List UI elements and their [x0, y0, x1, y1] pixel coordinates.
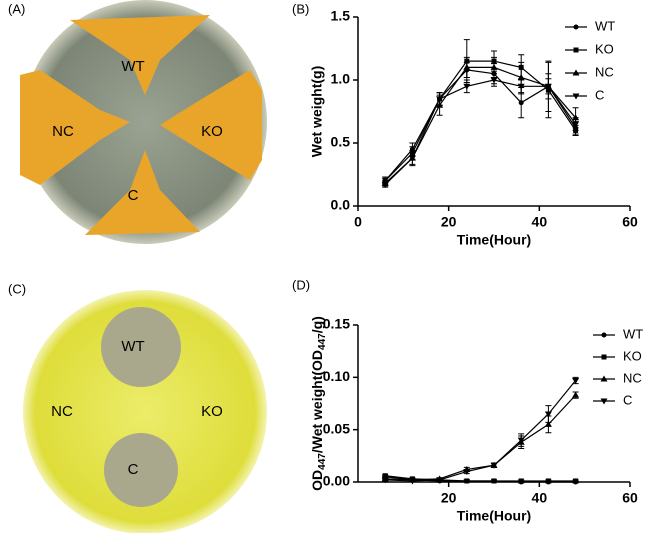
x-tick-label: 40 — [532, 490, 548, 506]
marker — [518, 100, 524, 106]
y-tick-label: 0.0 — [331, 197, 351, 213]
legend-label: NC — [623, 370, 642, 385]
marker — [491, 478, 497, 484]
plate — [23, 0, 267, 244]
marker — [572, 121, 580, 128]
marker — [601, 332, 607, 338]
marker — [572, 69, 580, 76]
halo — [104, 433, 178, 507]
y-tick-label: 1.0 — [331, 71, 351, 87]
series-line — [385, 394, 577, 481]
marker — [545, 478, 551, 484]
marker — [381, 182, 389, 189]
streak — [85, 150, 200, 235]
legend-label: C — [595, 87, 604, 102]
marker — [464, 478, 470, 484]
y-tick-label: 0.05 — [323, 420, 350, 436]
x-tick-label: 40 — [532, 214, 548, 230]
y-axis-label-part: OD — [309, 470, 325, 491]
marker — [517, 437, 525, 444]
halo — [101, 307, 181, 387]
marker — [600, 375, 608, 382]
y-tick-label: 0.00 — [323, 473, 350, 489]
marker — [573, 24, 579, 30]
photo-label: NC — [52, 123, 74, 140]
series-line — [385, 475, 576, 482]
marker — [573, 47, 579, 53]
photo-label: NC — [51, 403, 73, 420]
y-axis-label: Wet weight(g) — [309, 66, 325, 158]
marker — [408, 155, 416, 162]
plate — [23, 290, 267, 534]
photo-label: KO — [201, 403, 223, 420]
photo-label: C — [128, 187, 139, 204]
y-tick-label: 0.5 — [331, 134, 351, 150]
y-tick-label: 0.10 — [323, 368, 350, 384]
marker — [436, 96, 444, 103]
legend-label: KO — [623, 348, 642, 363]
marker — [381, 477, 389, 484]
x-tick-label: 20 — [441, 490, 457, 506]
marker — [601, 354, 607, 360]
marker — [573, 478, 579, 484]
marker — [490, 77, 498, 84]
marker — [544, 411, 552, 418]
series-line — [384, 79, 577, 186]
x-tick-label: 60 — [622, 214, 638, 230]
marker — [490, 63, 498, 70]
photo-c: WT KO NC C (C) — [8, 281, 267, 534]
y-tick-label: 1.5 — [331, 8, 351, 24]
streak — [70, 15, 210, 95]
legend-label: C — [623, 392, 632, 407]
panel-label: (B) — [292, 1, 309, 16]
streak — [20, 70, 130, 185]
y-axis-label-part: 447 — [317, 333, 328, 350]
marker — [490, 462, 498, 469]
marker — [518, 478, 524, 484]
y-axis-label-part: 447 — [317, 453, 328, 470]
x-tick-label: 0 — [354, 214, 362, 230]
legend-label: NC — [595, 64, 614, 79]
photo-a: WT KO NC C (A) — [0, 0, 290, 245]
marker — [436, 477, 444, 484]
series-line — [385, 380, 577, 482]
marker — [463, 63, 471, 70]
panel-label: (D) — [292, 277, 310, 292]
marker — [463, 469, 471, 476]
y-axis-label-part: /Wet weight(OD — [309, 350, 325, 453]
marker — [544, 83, 552, 90]
x-tick-label: 60 — [622, 490, 638, 506]
photo-label: KO — [201, 123, 223, 140]
legend-label: KO — [595, 41, 614, 56]
y-axis-label: OD447/Wet weight(OD447/g) — [309, 316, 328, 491]
panel-label: (C) — [8, 281, 26, 296]
x-axis-label: Time(Hour) — [457, 232, 531, 248]
y-tick-label: 0.15 — [323, 316, 350, 332]
marker — [572, 93, 580, 100]
marker — [544, 420, 552, 427]
legend-label: WT — [595, 18, 615, 33]
marker — [600, 398, 608, 405]
marker — [572, 391, 580, 398]
y-axis-label-part: /g) — [309, 316, 325, 333]
panel-label: (A) — [8, 1, 25, 16]
legend-label: WT — [623, 326, 643, 341]
marker — [463, 83, 471, 90]
streak — [160, 70, 262, 180]
photo-label: WT — [121, 58, 144, 75]
marker — [572, 377, 580, 384]
marker — [408, 478, 416, 485]
photo-label: WT — [121, 338, 144, 355]
photo-label: C — [128, 461, 139, 478]
marker — [517, 83, 525, 90]
x-axis-label: Time(Hour) — [457, 508, 531, 524]
series-line — [384, 69, 577, 182]
x-tick-label: 20 — [441, 214, 457, 230]
